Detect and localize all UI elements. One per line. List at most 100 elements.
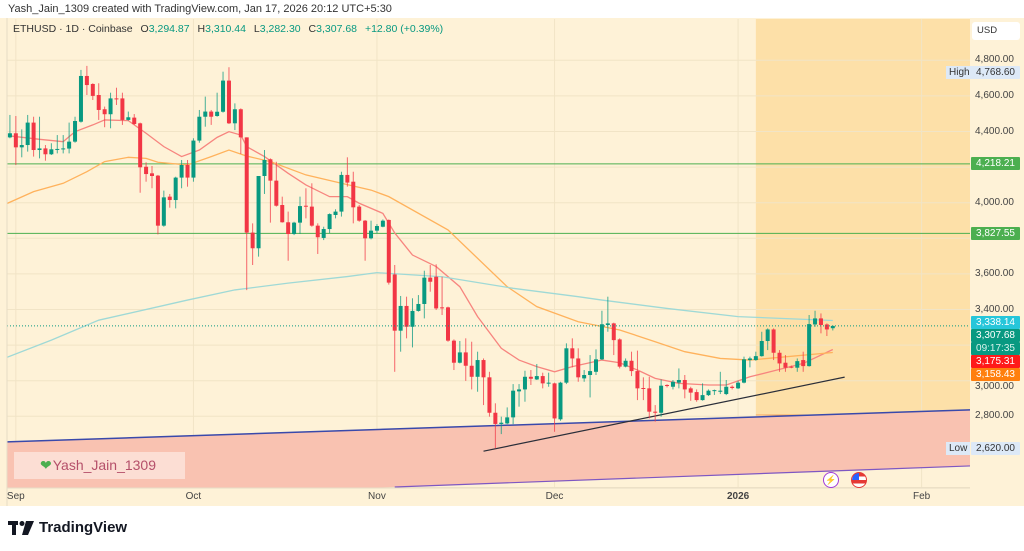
candle [345, 157, 350, 187]
candle [451, 339, 456, 371]
trendline-support [483, 376, 845, 452]
candle-body [730, 386, 735, 388]
candle [747, 356, 752, 368]
candle [469, 341, 474, 390]
candle [108, 92, 113, 129]
candle-body [238, 109, 243, 138]
candle [552, 382, 557, 432]
chart-panel[interactable]: ETHUSD · 1D · Coinbase O3,294.87 H3,310.… [0, 18, 1024, 506]
candle [422, 270, 427, 319]
candle [120, 92, 125, 125]
candle [434, 264, 439, 311]
candle-body [114, 98, 119, 100]
candle [416, 295, 421, 312]
candle-body [90, 83, 95, 96]
candle [700, 383, 705, 401]
countdown-tag: 09:17:35 [971, 341, 1020, 355]
price-axis-label: 4,000.00 [975, 196, 1014, 208]
candle [292, 221, 297, 236]
candle-body [43, 148, 48, 155]
price-axis-label: 4,400.00 [975, 125, 1014, 137]
candle [730, 385, 735, 390]
candle [676, 368, 681, 389]
candle-body [807, 324, 812, 367]
candle-body [676, 379, 681, 383]
candle-body [250, 232, 255, 249]
candle-body [333, 211, 338, 215]
candle-body [203, 111, 208, 117]
candle [155, 174, 160, 235]
candle-body [688, 388, 693, 393]
candle-body [813, 318, 818, 325]
candle-body [155, 175, 160, 226]
candle [96, 83, 101, 120]
candle-body [327, 214, 332, 230]
candle [801, 351, 806, 372]
change-value: +12.80 (+0.39%) [364, 23, 444, 35]
candle-body [528, 376, 533, 379]
time-axis-label: Oct [185, 491, 202, 502]
symbol-info[interactable]: ETHUSD · 1D · Coinbase [13, 23, 133, 35]
candle-body [298, 206, 302, 223]
candle-body [694, 392, 699, 401]
candle-body [410, 310, 415, 327]
candle-body [493, 412, 498, 424]
candle [191, 138, 196, 182]
candle [765, 328, 770, 351]
candle-body [783, 362, 788, 368]
candle-body [434, 276, 439, 309]
candle-body [61, 148, 66, 150]
price-axis-label: 3,000.00 [975, 380, 1014, 392]
time-axis-label: 2026 [726, 491, 750, 502]
candle-body [404, 305, 409, 327]
candle [203, 96, 208, 127]
candle [339, 171, 344, 217]
candle [374, 224, 379, 234]
candle-body [546, 382, 551, 384]
candle-body [339, 174, 344, 212]
candle [321, 226, 326, 241]
candle-body [830, 325, 835, 329]
candle [463, 338, 468, 381]
tradingview-logo[interactable]: TradingView [8, 519, 127, 536]
candle [410, 298, 415, 348]
candle [404, 296, 409, 339]
candle [605, 296, 610, 332]
candle [540, 372, 545, 389]
candle [173, 176, 178, 209]
candle [457, 341, 462, 364]
candle [333, 209, 338, 219]
candle [481, 358, 486, 406]
candle [380, 219, 385, 228]
price-tag: 3,827.55 [971, 226, 1020, 240]
candle-body [647, 388, 652, 412]
currency-selector[interactable]: USD [972, 22, 1020, 40]
us-flag-icon[interactable] [851, 472, 867, 488]
candle-body [747, 358, 752, 361]
candle [665, 384, 670, 388]
candle [440, 276, 445, 316]
candle [274, 161, 279, 207]
candle-body [505, 417, 510, 424]
candle [736, 380, 741, 390]
price-tag-low-value: 2,620.00 [971, 441, 1020, 455]
candle-body [274, 180, 279, 206]
lightning-icon[interactable]: ⚡ [823, 472, 839, 488]
candle [25, 114, 30, 152]
candle [771, 328, 776, 361]
candle-body [73, 120, 78, 142]
price-chart[interactable] [0, 18, 1024, 506]
candle-body [552, 383, 557, 419]
candle [161, 190, 166, 227]
time-axis-label: Feb [912, 491, 931, 502]
author-watermark: ❤Yash_Jain_1309 [14, 452, 185, 479]
candle [653, 405, 658, 422]
candle-body [511, 390, 516, 418]
candle [197, 109, 202, 143]
price-tag-high-value: 4,768.60 [971, 66, 1020, 80]
candle [244, 137, 249, 291]
candle-body [818, 318, 823, 325]
candle-body [150, 173, 154, 176]
candle [795, 358, 800, 372]
candle [759, 331, 764, 357]
